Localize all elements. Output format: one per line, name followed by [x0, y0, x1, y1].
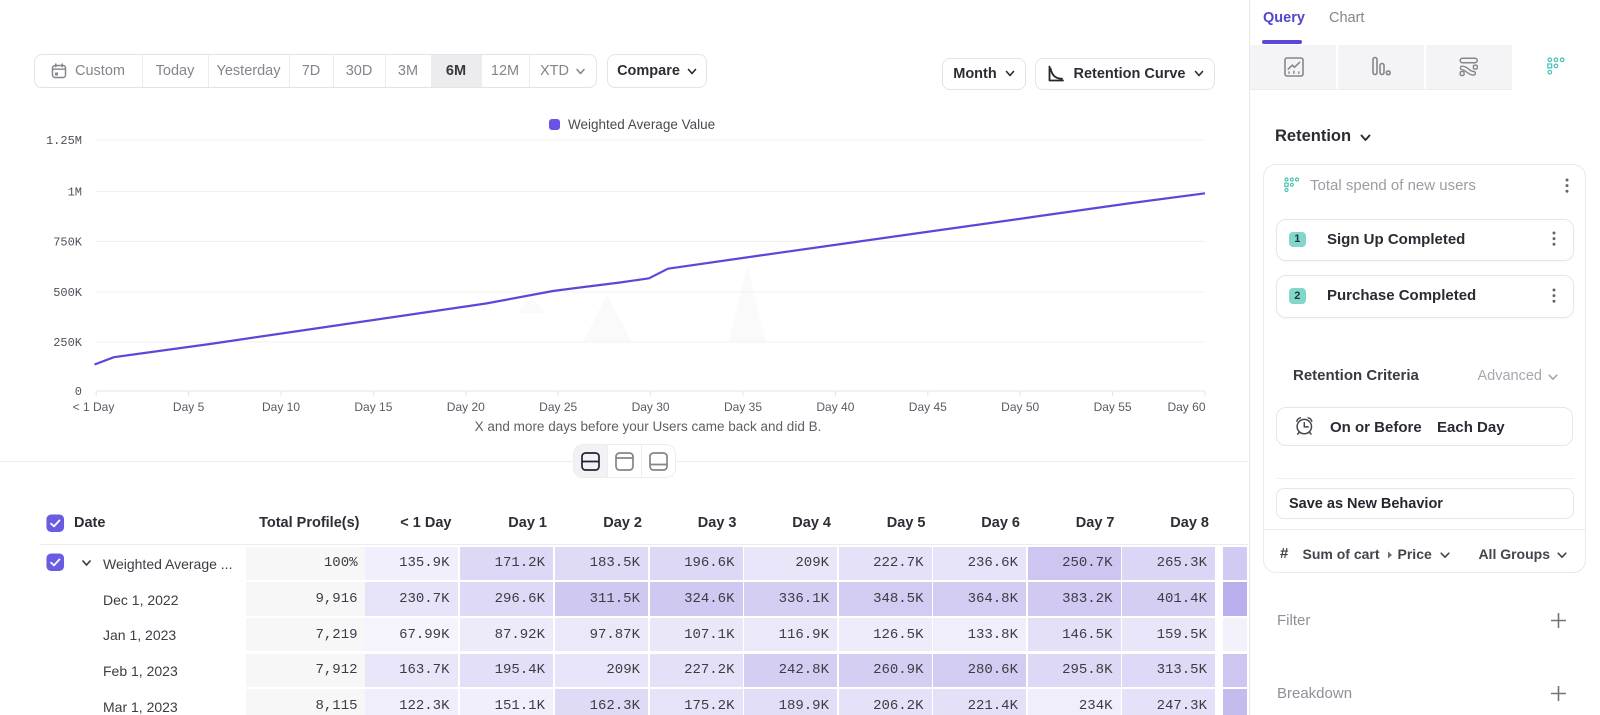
svg-text:Day 20: Day 20 [447, 400, 485, 414]
svg-text:0: 0 [75, 385, 82, 399]
svg-text:< 1 Day: < 1 Day [73, 400, 115, 414]
svg-text:1.25M: 1.25M [46, 134, 82, 148]
svg-text:Day 40: Day 40 [816, 400, 854, 414]
svg-text:Day 5: Day 5 [173, 400, 205, 414]
svg-text:Day 10: Day 10 [262, 400, 300, 414]
svg-text:Day 25: Day 25 [539, 400, 577, 414]
svg-text:Day 15: Day 15 [354, 400, 392, 414]
svg-text:Day 60: Day 60 [1167, 400, 1205, 414]
svg-text:Day 45: Day 45 [909, 400, 947, 414]
svg-text:Day 30: Day 30 [632, 400, 670, 414]
svg-text:750K: 750K [53, 235, 83, 249]
svg-text:1M: 1M [68, 186, 82, 200]
svg-text:Day 50: Day 50 [1001, 400, 1039, 414]
svg-text:250K: 250K [53, 336, 83, 350]
svg-text:Day 55: Day 55 [1094, 400, 1132, 414]
svg-text:500K: 500K [53, 286, 83, 300]
svg-text:Day 35: Day 35 [724, 400, 762, 414]
